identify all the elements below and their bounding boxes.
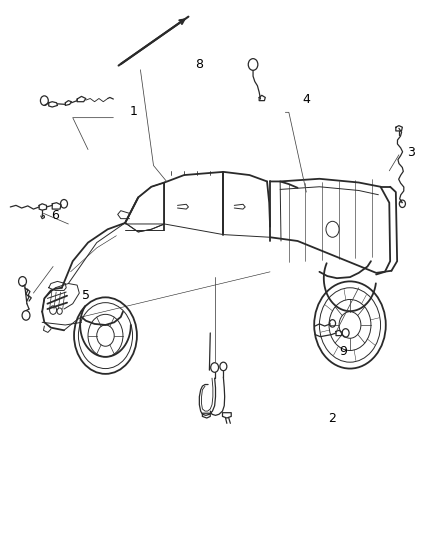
Text: 8: 8 [195, 58, 203, 71]
Text: 2: 2 [328, 411, 336, 424]
Text: 3: 3 [407, 146, 415, 159]
Text: 4: 4 [302, 93, 310, 106]
Text: 5: 5 [82, 289, 90, 302]
Text: 1: 1 [130, 105, 138, 118]
Text: 9: 9 [339, 345, 347, 358]
Text: 6: 6 [51, 209, 59, 222]
